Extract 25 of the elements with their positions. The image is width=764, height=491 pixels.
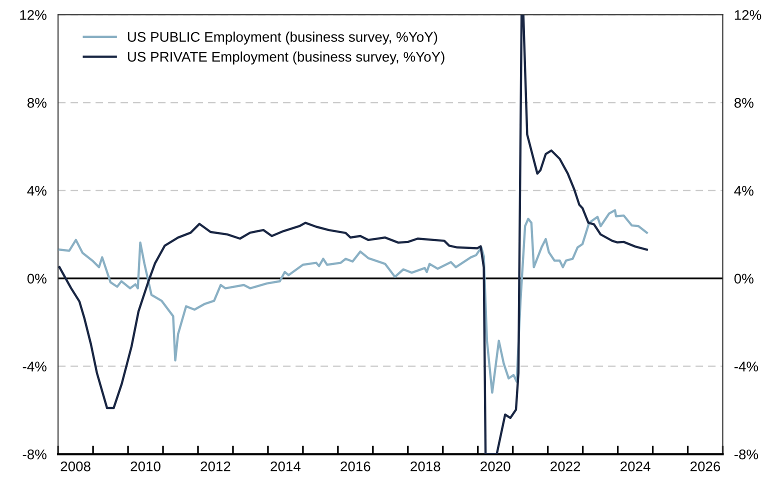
y2-tick-label: 8% [734,98,754,108]
y2-tick-label: 12% [734,10,762,20]
y-tick-label: 12% [20,10,46,20]
legend-label: US PRIVATE Employment (business survey, %YoY) [128,52,444,64]
y2-tick-label: -8% [734,450,758,460]
x-tick-label: 2024 [620,461,650,472]
line-series [58,209,648,394]
y-tick-label: 0% [27,274,46,284]
x-tick-label: 2014 [270,461,300,472]
y2-tick-label: 0% [734,274,754,284]
x-tick-label: 2016 [340,461,370,472]
y-tick-label: 8% [27,98,46,108]
x-tick-label: 2010 [130,461,160,472]
x-tick-label: 2012 [200,461,230,472]
x-tick-label: 2018 [410,461,440,472]
legend-label: US PUBLIC Employment (business survey, %YoY) [128,32,438,45]
y-tick-label: -4% [22,362,46,372]
x-tick-label: 2026 [690,461,720,472]
x-tick-label: 2008 [60,461,90,472]
y-tick-label: -8% [22,450,46,460]
x-tick-label: 2020 [480,461,510,472]
y-tick-label: 4% [27,186,46,196]
y2-tick-label: -4% [734,362,758,372]
x-tick-label: 2022 [550,461,580,472]
y2-tick-label: 4% [734,186,754,196]
